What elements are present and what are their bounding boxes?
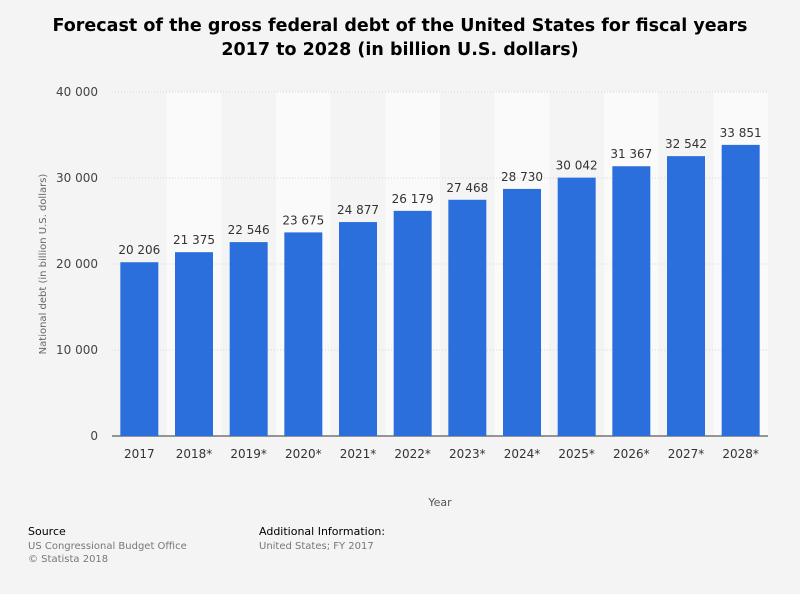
bar	[339, 222, 377, 436]
value-label: 31 367	[610, 147, 652, 161]
bar	[721, 144, 760, 436]
value-label: 26 179	[392, 192, 434, 206]
bar	[557, 177, 596, 436]
value-label: 28 730	[501, 170, 543, 184]
y-tick-label: 10 000	[56, 343, 98, 357]
bar	[448, 199, 487, 436]
x-tick-label: 2023*	[449, 447, 486, 461]
x-tick-label: 2028*	[722, 447, 759, 461]
value-label: 21 375	[173, 233, 215, 247]
bar	[284, 232, 323, 436]
x-tick-label: 2019*	[230, 447, 267, 461]
value-label: 30 042	[556, 159, 598, 173]
y-tick-label: 40 000	[56, 85, 98, 99]
bar	[175, 252, 213, 436]
bar	[393, 210, 432, 436]
x-tick-label: 2024*	[504, 447, 541, 461]
info-heading: Additional Information:	[259, 525, 386, 538]
value-label: 23 675	[282, 213, 324, 227]
value-label: 24 877	[337, 203, 379, 217]
x-tick-label: 2021*	[340, 447, 377, 461]
y-tick-label: 0	[90, 429, 98, 443]
y-axis-title: National debt (in billion U.S. dollars)	[38, 174, 49, 355]
x-axis-title: Year	[427, 496, 452, 509]
value-label: 22 546	[228, 223, 270, 237]
bar	[229, 242, 268, 436]
x-tick-label: 2025*	[558, 447, 595, 461]
y-tick-label: 20 000	[56, 257, 98, 271]
bar	[120, 262, 159, 436]
bar	[503, 188, 541, 436]
y-tick-label: 30 000	[56, 171, 98, 185]
value-label: 27 468	[446, 181, 488, 195]
source-line-1: US Congressional Budget Office	[28, 541, 187, 552]
x-tick-label: 2022*	[394, 447, 431, 461]
value-label: 32 542	[665, 137, 707, 151]
bar	[667, 156, 705, 436]
source-line-2: © Statista 2018	[28, 554, 109, 565]
x-tick-label: 2018*	[176, 447, 213, 461]
value-label: 33 851	[720, 126, 762, 140]
x-tick-label: 2020*	[285, 447, 322, 461]
chart-title: Forecast of the gross federal debt of th…	[52, 16, 748, 60]
x-tick-label: 2026*	[613, 447, 650, 461]
source-heading: Source	[28, 525, 66, 538]
info-line-1: United States; FY 2017	[259, 541, 374, 552]
value-label: 20 206	[118, 243, 160, 257]
x-tick-label: 2017	[124, 447, 155, 461]
bar	[612, 166, 651, 436]
x-tick-label: 2027*	[668, 447, 705, 461]
